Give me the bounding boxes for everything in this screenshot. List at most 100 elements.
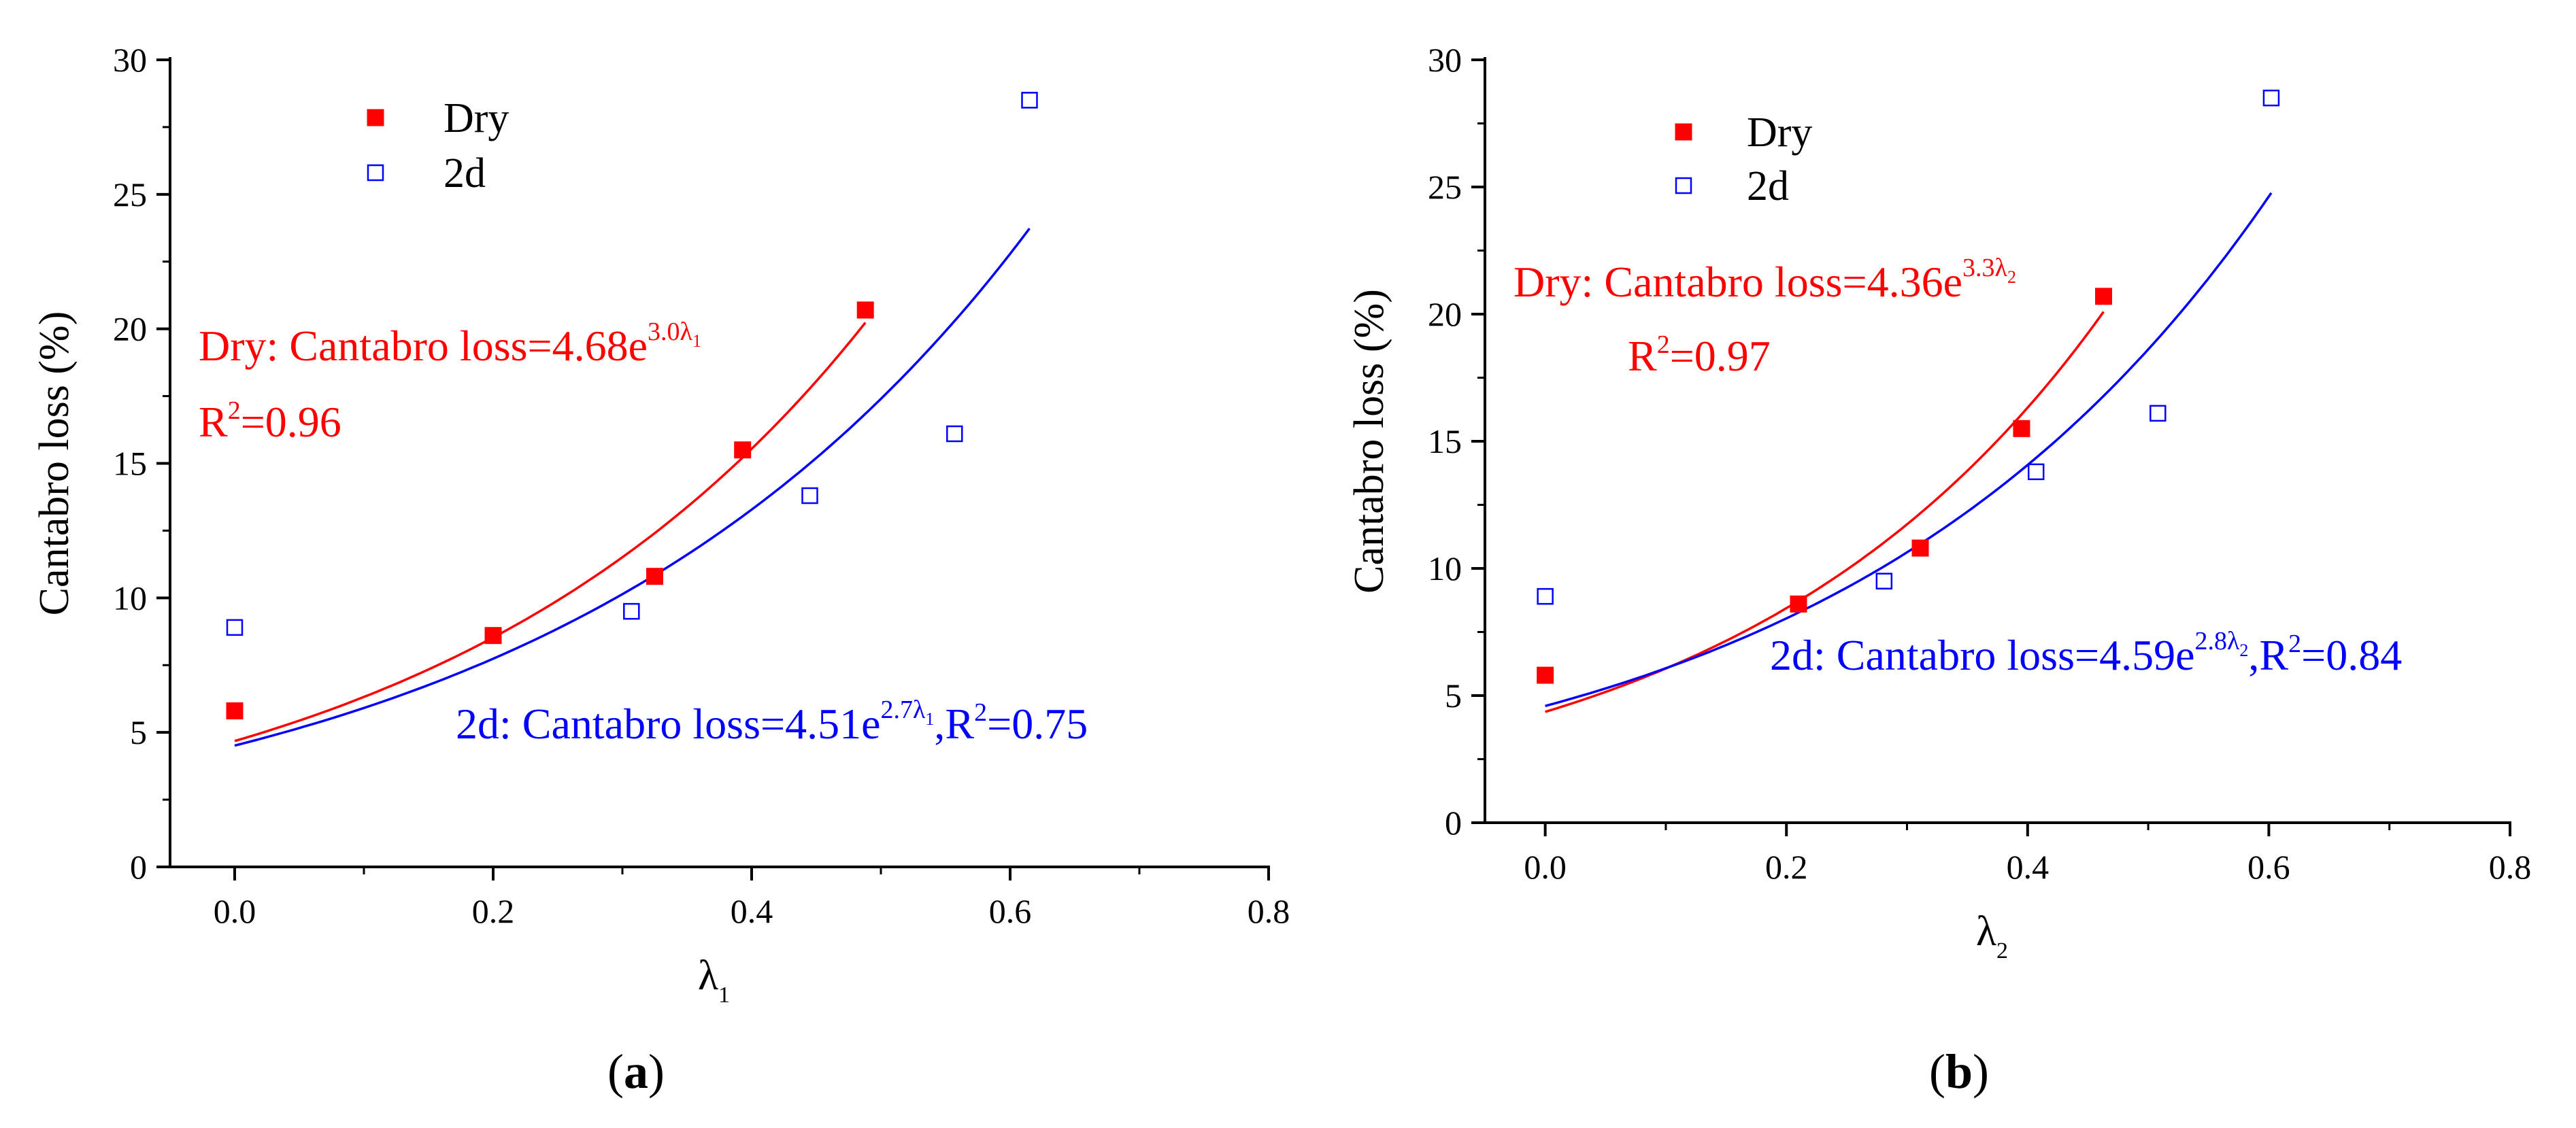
data-point-2d <box>946 425 963 443</box>
x-tick-label: 0.8 <box>2489 848 2532 886</box>
y-tick-label: 20 <box>113 310 147 348</box>
panel-label: (a) <box>607 1044 665 1099</box>
data-point-2d <box>2262 89 2280 107</box>
dry-r-squared: R2=0.97 <box>1628 330 1771 380</box>
data-point-2d <box>226 619 244 636</box>
y-tick-label: 5 <box>130 713 147 751</box>
wet-eq-exponent-sub: 2 <box>2239 640 2248 660</box>
panel-label-close-paren: ) <box>648 1044 665 1099</box>
y-tick-label: 20 <box>1428 295 1462 333</box>
dry-r2-suffix: =0.97 <box>1670 332 1771 380</box>
x-axis-label: λ2 <box>1976 908 2008 963</box>
dry-r2-prefix: R <box>199 398 228 446</box>
legend-label-dry: Dry <box>444 95 509 141</box>
panel-label-close-paren: ) <box>1973 1044 1989 1099</box>
data-point-dry <box>226 702 244 720</box>
legend-label-dry: Dry <box>1747 109 1812 156</box>
dry-fit-equation: Dry: Cantabro loss=4.36e3.3λ2 <box>1513 254 2016 306</box>
panel-label-letter: b <box>1945 1044 1973 1099</box>
dry-eq-exponent: 3.3λ <box>1962 254 2008 282</box>
y-tick-label: 25 <box>113 175 147 213</box>
wet-eq-r2-sup: 2 <box>2288 630 2301 658</box>
panel-label: (b) <box>1929 1044 1989 1099</box>
x-axis-label-symbol: λ <box>698 953 718 999</box>
wet-eq-r2-suffix: =0.75 <box>987 700 1088 748</box>
chart-panel-b: 0 5 10 15 20 25 30 0.0 0.2 0.4 0.6 0.8 Cantabro loss… <box>1346 41 2531 1099</box>
x-axis-label-symbol: λ <box>1976 908 1996 955</box>
dry-eq-prefix: Dry: Cantabro loss=4.36e <box>1513 258 1962 306</box>
data-point-dry <box>484 627 502 645</box>
panel-label-open-paren: ( <box>1929 1044 1945 1099</box>
x-tick-label: 0.6 <box>989 892 1032 930</box>
data-point-dry <box>1790 595 1807 613</box>
fit-curve-2d <box>234 227 1031 747</box>
dry-r2-sup: 2 <box>1657 330 1670 359</box>
data-point-dry <box>2013 420 2030 437</box>
y-tick-label: 15 <box>1428 422 1462 460</box>
legend-label-2d: 2d <box>444 150 486 196</box>
x-tick-label: 0.4 <box>731 892 773 930</box>
y-axis-label: Cantabro loss (%) <box>31 311 78 616</box>
x-tick-label: 0.0 <box>1524 848 1567 886</box>
y-tick-label: 5 <box>1445 677 1462 715</box>
x-axis-label-subscript: 2 <box>1996 938 2008 963</box>
dry-eq-exponent: 3.0λ <box>648 318 693 346</box>
y-tick-label: 30 <box>1428 41 1462 79</box>
wet-eq-r2-suffix: =0.84 <box>2301 631 2402 679</box>
x-tick-label: 0.6 <box>2247 848 2290 886</box>
data-point-dry <box>1911 539 1929 557</box>
fit-curve-2d <box>1545 192 2273 707</box>
legend-marker-2d <box>1675 177 1692 194</box>
dry-eq-exponent-sub: 2 <box>2007 267 2016 287</box>
data-point-dry <box>1537 666 1554 684</box>
wet-eq-exponent: 2.7λ <box>880 696 926 724</box>
legend-marker-2d <box>367 164 384 182</box>
fit-curve-dry <box>234 322 867 742</box>
y-tick-label: 0 <box>1445 804 1462 842</box>
dry-eq-exponent-sub: 1 <box>692 331 701 351</box>
wet-eq-prefix: 2d: Cantabro loss=4.59e <box>1770 631 2194 679</box>
y-tick-label: 10 <box>1428 549 1462 587</box>
x-tick-label: 0.8 <box>1248 892 1290 930</box>
data-point-dry <box>2095 288 2113 305</box>
data-point-2d <box>623 602 640 620</box>
legend-marker-dry <box>367 109 384 126</box>
panel-label-open-paren: ( <box>607 1044 624 1099</box>
dry-r2-suffix: =0.96 <box>241 398 341 446</box>
wet-eq-r: ,R <box>934 700 974 748</box>
wet-eq-r2-sup: 2 <box>974 698 987 727</box>
dry-r2-prefix: R <box>1628 332 1657 380</box>
x-tick-label: 0.2 <box>472 892 515 930</box>
wet-eq-exponent: 2.8λ <box>2194 627 2240 655</box>
wet-fit-equation: 2d: Cantabro loss=4.51e2.7λ1,R2=0.75 <box>456 696 1088 748</box>
y-tick-label: 30 <box>113 41 147 79</box>
y-tick-label: 25 <box>1428 168 1462 206</box>
data-point-dry <box>734 441 752 459</box>
data-point-dry <box>646 568 663 585</box>
x-tick-label: 0.2 <box>1765 848 1808 886</box>
dry-eq-prefix: Dry: Cantabro loss=4.68e <box>199 322 648 370</box>
y-tick-label: 10 <box>113 579 147 617</box>
dry-r-squared: R2=0.96 <box>199 396 341 446</box>
data-point-2d <box>1021 92 1038 109</box>
x-tick-label: 0.0 <box>214 892 256 930</box>
legend: Dry 2d <box>1675 109 1812 209</box>
data-point-2d <box>1875 572 1893 589</box>
data-point-2d <box>801 487 818 505</box>
y-tick-label: 0 <box>130 848 147 886</box>
wet-eq-exponent-sub: 1 <box>925 709 934 729</box>
y-tick-label: 15 <box>113 445 147 483</box>
chart-panel-a: 0 5 10 15 20 25 30 0.0 0.2 0.4 0.6 0.8 Cantabro loss… <box>31 41 1290 1099</box>
legend: Dry 2d <box>367 95 509 196</box>
data-point-dry <box>856 301 874 319</box>
data-point-2d <box>1537 587 1554 605</box>
data-point-2d <box>2027 463 2045 481</box>
fit-curve-dry <box>1545 311 2105 713</box>
wet-eq-prefix: 2d: Cantabro loss=4.51e <box>456 700 880 748</box>
x-axis-label: λ1 <box>698 953 730 1008</box>
dry-fit-equation: Dry: Cantabro loss=4.68e3.0λ1 <box>199 318 701 370</box>
y-axis-label: Cantabro loss (%) <box>1346 289 1392 594</box>
wet-eq-r: ,R <box>2248 631 2288 679</box>
panel-label-letter: a <box>624 1044 648 1099</box>
